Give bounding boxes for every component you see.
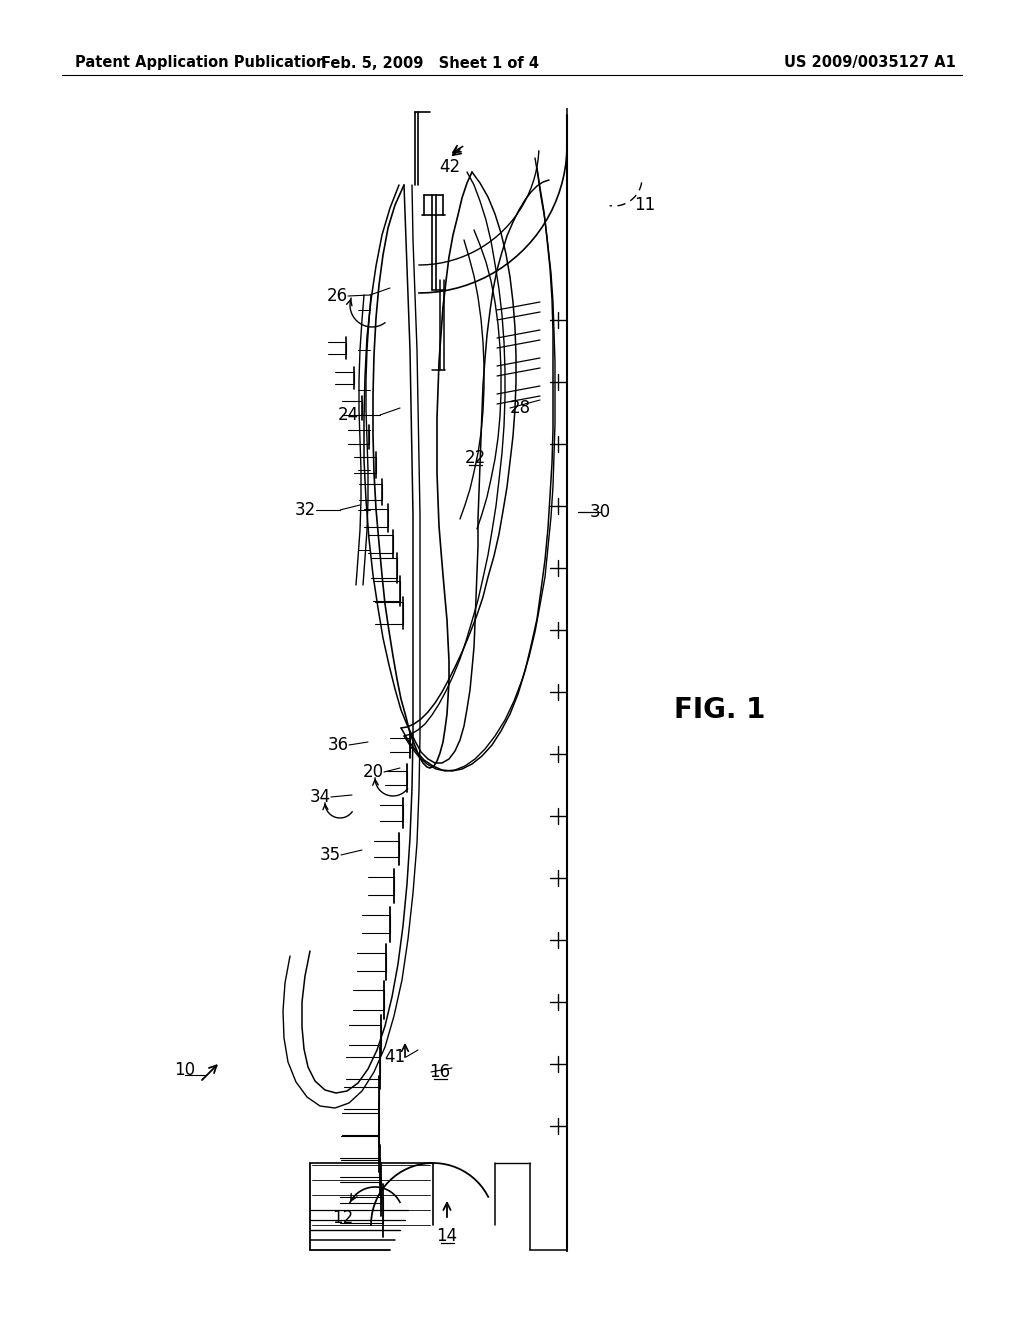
Text: 41: 41 bbox=[384, 1048, 406, 1067]
Text: 12: 12 bbox=[333, 1209, 353, 1228]
Text: 22: 22 bbox=[464, 449, 485, 467]
Text: 34: 34 bbox=[309, 788, 331, 807]
Text: 14: 14 bbox=[436, 1228, 458, 1245]
Text: Feb. 5, 2009   Sheet 1 of 4: Feb. 5, 2009 Sheet 1 of 4 bbox=[321, 55, 539, 70]
Text: 16: 16 bbox=[429, 1063, 451, 1081]
Text: 32: 32 bbox=[294, 502, 315, 519]
Text: Patent Application Publication: Patent Application Publication bbox=[75, 55, 327, 70]
Text: 26: 26 bbox=[327, 286, 347, 305]
Text: 28: 28 bbox=[509, 399, 530, 417]
Text: 11: 11 bbox=[635, 195, 655, 214]
Text: 24: 24 bbox=[338, 407, 358, 424]
Text: US 2009/0035127 A1: US 2009/0035127 A1 bbox=[784, 55, 956, 70]
Text: 42: 42 bbox=[439, 158, 461, 176]
Text: FIG. 1: FIG. 1 bbox=[675, 696, 766, 723]
Text: 30: 30 bbox=[590, 503, 610, 521]
Text: 10: 10 bbox=[174, 1061, 196, 1078]
Text: 35: 35 bbox=[319, 846, 341, 865]
Text: 36: 36 bbox=[328, 737, 348, 754]
Text: 20: 20 bbox=[362, 763, 384, 781]
